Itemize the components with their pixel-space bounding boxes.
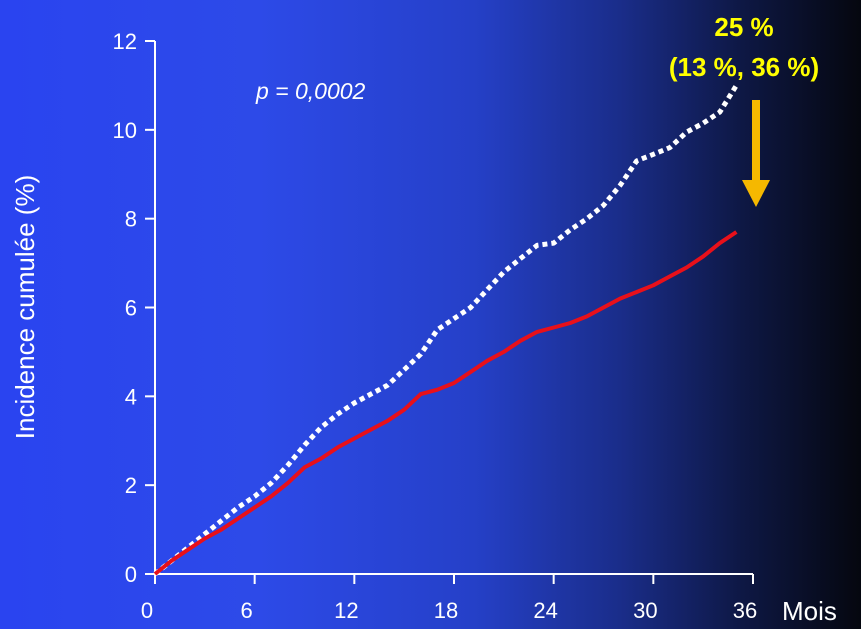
x-tick-label: 24 [533, 598, 557, 623]
y-tick-label: 2 [125, 473, 137, 498]
series-group [153, 84, 739, 576]
y-ticks: 0 2 4 6 8 10 12 [113, 29, 155, 587]
y-tick-label: 8 [125, 207, 137, 232]
x-tick-label: 6 [241, 598, 253, 623]
x-ticks: 0 6 12 18 24 30 36 [141, 574, 757, 623]
arrow-icon [742, 100, 770, 207]
y-tick-label: 4 [125, 384, 137, 409]
y-tick-label: 0 [125, 562, 137, 587]
x-tick-label: 0 [141, 598, 153, 623]
y-tick-label: 12 [113, 29, 137, 54]
reduction-annotation: 25 % [714, 12, 773, 42]
x-tick-label: 18 [434, 598, 458, 623]
y-axis-label: Incidence cumulée (%) [10, 175, 40, 439]
solid-series-line [153, 230, 738, 576]
y-tick-label: 6 [125, 296, 137, 321]
x-tick-label: 12 [334, 598, 358, 623]
y-tick-label: 10 [113, 118, 137, 143]
dotted-series-line [153, 84, 739, 576]
x-tick-label: 30 [633, 598, 657, 623]
p-value-annotation: p = 0,0002 [255, 78, 366, 104]
axes [154, 41, 753, 575]
ci-annotation: (13 %, 36 %) [669, 52, 819, 82]
x-axis-label: Mois [782, 596, 837, 626]
x-tick-label: 36 [733, 598, 757, 623]
